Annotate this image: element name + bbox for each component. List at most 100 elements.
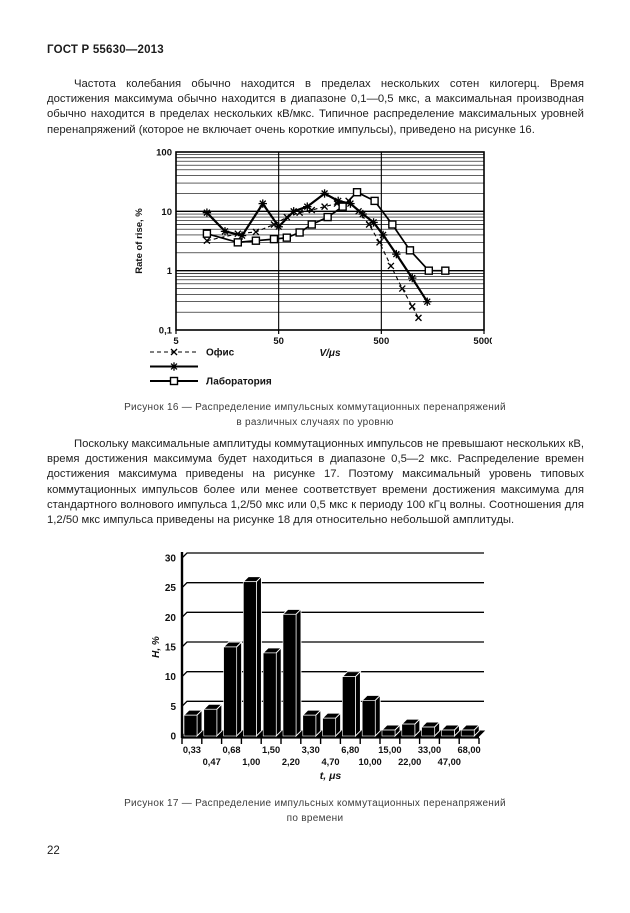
marker-asterisk-icon [258,199,267,208]
x-category-label: 47,00 [438,757,461,767]
y-tick-label: 5 [170,702,176,713]
marker-asterisk-icon [289,207,298,216]
figure16-caption-line2: в различных случаях по уровню [236,416,394,428]
marker-square-icon [352,188,362,197]
figure17-caption-line2: по времени [286,812,344,824]
marker-asterisk-icon [358,209,368,219]
marker-square-icon [338,202,347,211]
marker-square-icon [441,266,450,275]
paragraph-2: Поскольку максимальные амплитуды коммута… [47,438,584,527]
legend-label: Лаборатория [206,376,272,388]
marker-asterisk-icon [274,222,283,231]
x-category-label: 22,00 [398,757,421,767]
marker-x-icon [203,237,211,245]
x-tick-label: 50 [273,336,284,347]
gridline [181,582,484,589]
figure17-caption: Рисунок 17 — Распределение импульсных ко… [40,797,590,826]
x-category-label: 6,80 [341,745,359,755]
marker-asterisk-icon [169,362,179,371]
marker-asterisk-icon [220,227,230,236]
x-tick-label: 5 [173,336,179,347]
x-category-label: 10,00 [358,757,381,767]
x-category-label: 68,00 [457,745,480,755]
marker-x-icon [376,238,383,246]
gridline [181,671,484,678]
figure17-svg: 0 5 10 15 20 25 30 0,330,470,681,001,502,203,30… [151,552,486,782]
marker-x-icon [321,203,329,211]
bar [361,694,382,738]
x-category-label: 0,47 [203,757,221,767]
y-tick-label: 15 [165,643,177,654]
marker-square-icon [323,212,332,222]
bar [182,709,204,738]
marker-x-icon [170,348,178,356]
y-tick-label: 10 [165,672,177,683]
x-category-label: 33,00 [418,745,441,755]
y-tick-label: 0,1 [159,326,173,337]
x-category-label: 2,20 [282,757,300,767]
marker-x-icon [252,228,260,236]
y-tick-label: 0 [170,732,176,743]
marker-asterisk-icon [303,202,312,211]
document-header: ГОСТ Р 55630—2013 [47,44,164,56]
y-tick-label: 1 [167,266,173,277]
marker-asterisk-icon [378,230,388,240]
x-tick-label: 500 [373,336,389,347]
gridline [181,641,484,648]
marker-square-icon [388,220,397,229]
gridline [181,552,484,559]
figure17-caption-line1: Рисунок 17 — Распределение импульсных ко… [124,798,506,809]
x-category-label: 15,00 [378,745,401,755]
marker-x-icon [415,314,422,322]
figure16-line-chart: 5 50 500 5000 0,1 1 10 100 V/μs Rate of rise, % Оф… [132,142,495,399]
y-axis-label: H, % [151,636,162,658]
y-tick-label: 30 [165,554,177,565]
bar [222,640,243,738]
x-category-label: 1,00 [242,757,260,767]
marker-asterisk-icon [392,249,401,259]
bar [420,721,441,738]
x-axis-label: t, μs [320,770,342,782]
y-tick-label: 100 [156,148,172,159]
legend-label: Офис [206,347,235,359]
y-tick-label: 10 [161,207,172,218]
bar [202,703,223,738]
x-category-label: 4,70 [321,757,339,767]
page-number: 22 [47,845,60,857]
y-tick-label: 25 [165,583,177,594]
x-category-label: 0,33 [183,745,201,755]
marker-asterisk-icon [237,231,247,240]
x-axis-label: V/μs [319,348,340,359]
marker-asterisk-icon [320,189,329,198]
marker-asterisk-icon [408,273,417,283]
bar [281,608,303,738]
series-line-1 [206,192,429,303]
x-category-label: 1,50 [262,745,280,755]
marker-square-icon [269,234,279,244]
figure16-svg: 5 50 500 5000 0,1 1 10 100 V/μs Rate of rise, % Оф… [134,148,495,388]
x-axis [182,736,479,739]
x-category-label: 3,30 [302,745,320,755]
marker-x-icon [387,262,395,270]
marker-square-icon [169,376,179,386]
gridline [181,700,484,707]
y-tick-label: 20 [165,613,177,624]
bar [242,575,263,738]
marker-square-icon [202,229,212,238]
figure16-caption-line1: Рисунок 16 — Распределение импульсных ко… [124,402,506,413]
marker-x-icon [398,285,406,292]
marker-square-icon [424,266,434,275]
x-tick-label: 5000 [473,336,492,347]
marker-x-icon [408,302,416,310]
bar [301,709,322,738]
marker-asterisk-icon [369,218,378,227]
bar [460,723,481,738]
bar [400,718,421,738]
bar [262,646,283,738]
x-category-label: 0,68 [222,745,240,755]
marker-square-icon [295,228,304,237]
figure16-caption: Рисунок 16 — Распределение импульсных ко… [40,401,590,430]
marker-square-icon [370,196,379,206]
gridline [181,611,484,618]
